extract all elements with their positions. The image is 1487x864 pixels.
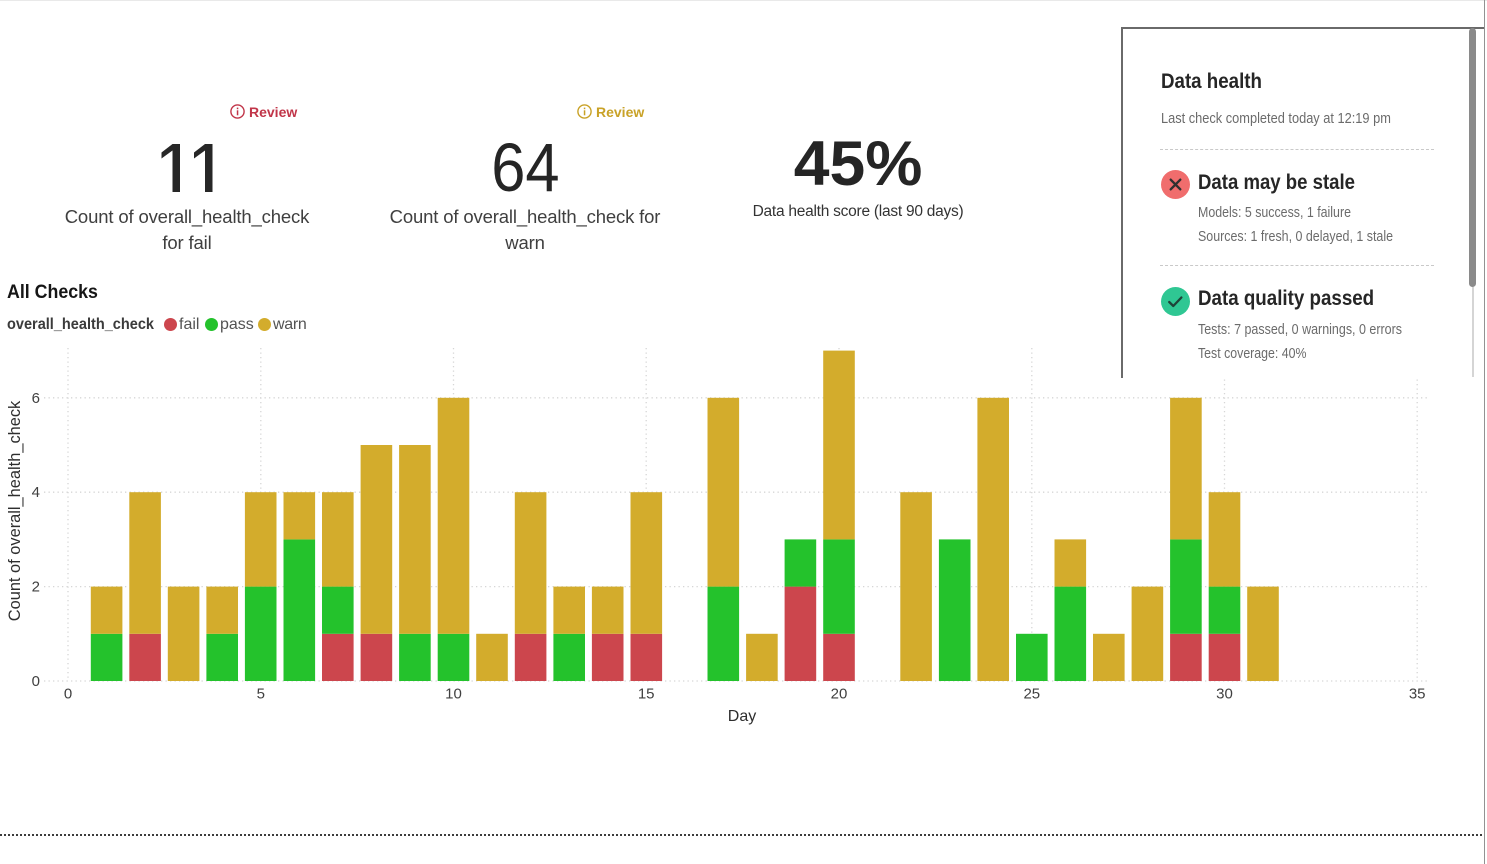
svg-text:2: 2 [32,579,40,596]
svg-text:15: 15 [638,686,655,703]
svg-text:35: 35 [1409,686,1426,703]
svg-text:0: 0 [64,686,72,703]
svg-text:Count of overall_health_check: Count of overall_health_check [6,400,24,621]
svg-text:30: 30 [1216,686,1233,703]
svg-text:Day: Day [728,708,756,725]
svg-text:4: 4 [32,484,40,501]
svg-text:20: 20 [831,686,848,703]
svg-text:0: 0 [32,673,40,690]
svg-text:10: 10 [445,686,462,703]
svg-text:25: 25 [1023,686,1040,703]
svg-text:6: 6 [32,390,40,407]
svg-text:5: 5 [257,686,265,703]
